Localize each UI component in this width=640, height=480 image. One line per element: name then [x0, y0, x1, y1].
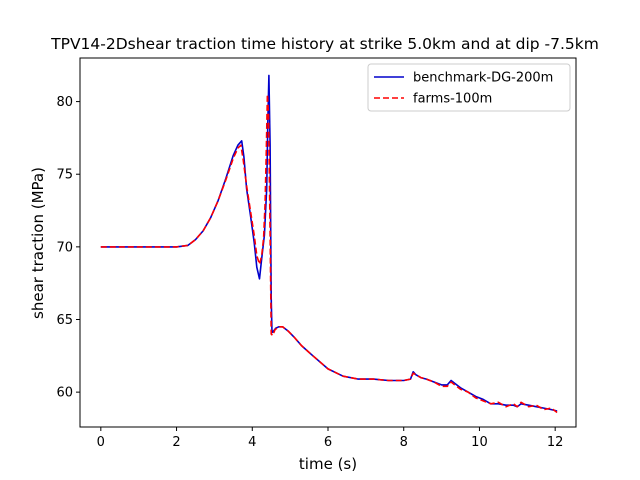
- x-axis-label: time (s): [299, 455, 357, 473]
- x-tick-label: 4: [248, 435, 256, 450]
- legend-label-2: farms-100m: [413, 92, 492, 107]
- y-axis-label: shear traction (MPa): [29, 167, 47, 319]
- x-axis: 0 2 4 6 8 10 12: [97, 427, 564, 450]
- x-tick-label: 0: [97, 435, 105, 450]
- legend-box: [367, 63, 571, 112]
- y-axis: 60 65 70 75 80: [56, 95, 80, 401]
- x-tick-label: 2: [172, 435, 180, 450]
- series-line-2: [100, 93, 558, 414]
- y-tick-label: 70: [56, 240, 73, 255]
- x-tick-label: 8: [400, 435, 408, 450]
- chart-title: TPV14-2Dshear traction time history at s…: [50, 35, 599, 53]
- y-tick-label: 80: [56, 95, 73, 110]
- legend-label-1: benchmark-DG-200m: [413, 71, 553, 86]
- x-tick-label: 6: [324, 435, 332, 450]
- x-tick-label: 12: [547, 435, 564, 450]
- series-layer: [100, 74, 558, 414]
- x-tick-label: 10: [471, 435, 488, 450]
- y-tick-label: 75: [56, 168, 73, 183]
- legend: benchmark-DG-200m farms-100m: [367, 63, 571, 112]
- y-tick-label: 60: [56, 386, 73, 401]
- y-tick-label: 65: [56, 313, 73, 328]
